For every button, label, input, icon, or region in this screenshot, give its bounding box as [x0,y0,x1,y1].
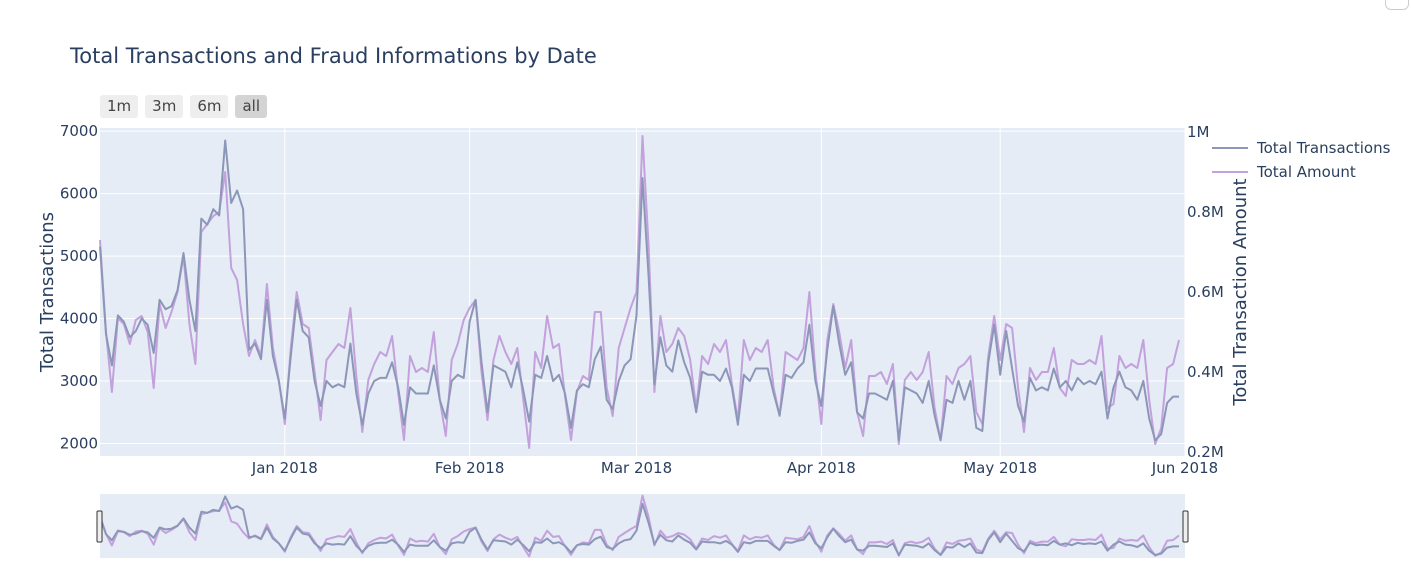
x-tick-label: May 2018 [963,459,1037,477]
x-tick-label: Jun 2018 [1151,459,1218,477]
range-button-3m[interactable]: 3m [145,95,184,118]
y-tick-label-left: 4000 [60,310,98,328]
y-tick-label-left: 6000 [60,185,98,203]
series-line-total-transactions [99,139,1179,442]
modebar-toggle-icon[interactable] [1385,0,1409,10]
rangeslider-line-total-transactions [99,495,1179,556]
rangeslider-handle-left[interactable] [96,510,103,543]
legend-swatch-total-transactions [1212,147,1248,149]
x-ticks: Jan 2018 Feb 2018 Mar 2018 Apr 2018 May 2018… [251,459,1218,477]
horizontal-gridlines [100,130,1185,445]
x-tick-label: Feb 2018 [435,459,505,477]
legend: Total Transactions Total Amount [1212,136,1390,184]
y-axis-title-left: Total Transactions [37,212,58,373]
legend-item-total-transactions[interactable]: Total Transactions [1212,136,1390,160]
legend-item-total-amount[interactable]: Total Amount [1212,160,1390,184]
y-tick-label-left: 7000 [60,122,98,140]
x-tick-label: Apr 2018 [787,459,856,477]
rangeslider-lines [99,494,1180,558]
y-tick-label-right: 0.4M [1187,363,1224,381]
main-plot-lines [99,135,1180,449]
left-y-ticks: 2000 3000 4000 5000 6000 7000 [60,122,98,452]
y-axis-title-right: Total Transaction Amount [1230,178,1251,406]
range-button-all[interactable]: all [235,95,267,118]
y-tick-label-right: 0.2M [1187,443,1224,461]
range-selector: 1m 3m 6m all [100,95,267,118]
y-tick-label-left: 3000 [60,372,98,390]
y-tick-label-right: 0.6M [1187,283,1224,301]
y-tick-label-left: 5000 [60,247,98,265]
x-tick-label: Jan 2018 [251,459,318,477]
range-button-1m[interactable]: 1m [100,95,139,118]
legend-label-total-transactions: Total Transactions [1257,139,1391,157]
range-button-6m[interactable]: 6m [190,95,229,118]
y-tick-label-left: 2000 [60,435,98,453]
rangeslider-handle-right[interactable] [1182,510,1189,543]
chart-title: Total Transactions and Fraud Information… [70,44,597,68]
y-tick-label-right: 0.8M [1187,203,1224,221]
y-tick-label-right: 1M [1187,123,1210,141]
legend-swatch-total-amount [1212,171,1248,173]
right-y-ticks: 0.2M 0.4M 0.6M 0.8M 1M [1187,123,1224,461]
legend-label-total-amount: Total Amount [1257,163,1356,181]
x-tick-label: Mar 2018 [601,459,672,477]
